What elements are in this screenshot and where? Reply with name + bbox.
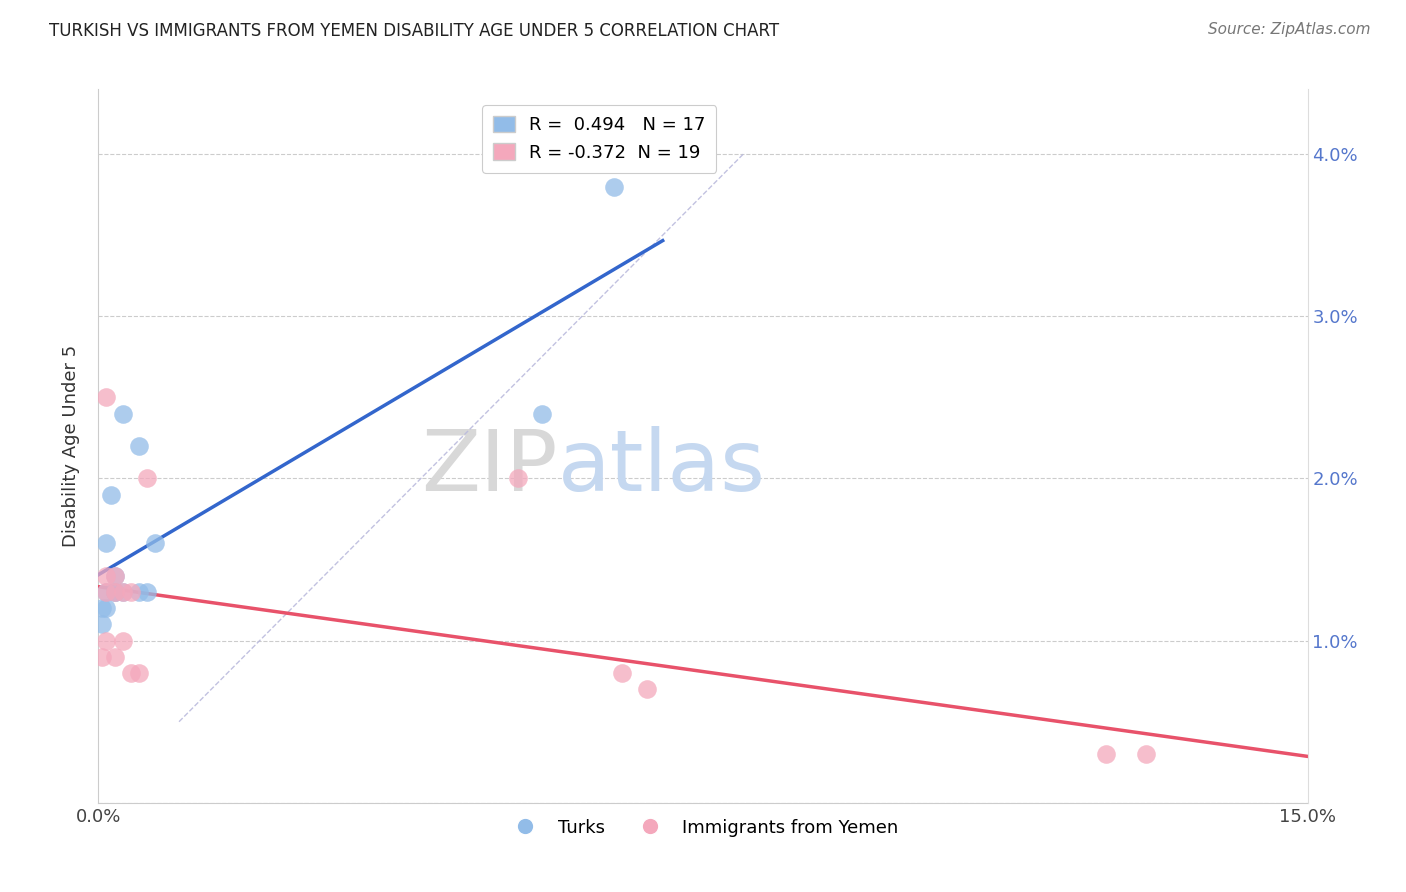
Point (1135, 747, 1157, 761)
Point (96, 601, 118, 615)
Point (96, 585, 118, 599)
Point (100, 488, 122, 502)
Text: TURKISH VS IMMIGRANTS FROM YEMEN DISABILITY AGE UNDER 5 CORRELATION CHART: TURKISH VS IMMIGRANTS FROM YEMEN DISABIL… (49, 22, 779, 40)
Point (111, 585, 134, 599)
Point (530, 407, 553, 421)
Point (96, 585, 118, 599)
Point (135, 471, 157, 485)
Point (96, 633, 118, 648)
Point (135, 585, 157, 599)
Point (103, 585, 125, 599)
Text: ZIP: ZIP (422, 425, 558, 509)
Point (91, 649, 114, 664)
Text: Source: ZipAtlas.com: Source: ZipAtlas.com (1208, 22, 1371, 37)
Point (111, 633, 134, 648)
Point (103, 649, 125, 664)
Point (120, 666, 142, 681)
Point (103, 568, 125, 582)
Point (111, 407, 134, 421)
Point (103, 585, 125, 599)
Legend: Turks, Immigrants from Yemen: Turks, Immigrants from Yemen (501, 812, 905, 844)
Point (96, 568, 118, 582)
Point (120, 585, 142, 599)
Point (506, 471, 529, 485)
Point (128, 585, 150, 599)
Point (603, 179, 626, 194)
Text: atlas: atlas (558, 425, 766, 509)
Point (128, 666, 150, 681)
Point (612, 666, 634, 681)
Point (91, 601, 114, 615)
Y-axis label: Disability Age Under 5: Disability Age Under 5 (62, 345, 80, 547)
Point (128, 439, 150, 453)
Point (103, 585, 125, 599)
Point (96, 390, 118, 404)
Point (143, 536, 166, 550)
Point (96, 536, 118, 550)
Point (1095, 747, 1118, 761)
Point (111, 585, 134, 599)
Point (103, 568, 125, 582)
Point (91, 617, 114, 632)
Point (636, 682, 658, 697)
